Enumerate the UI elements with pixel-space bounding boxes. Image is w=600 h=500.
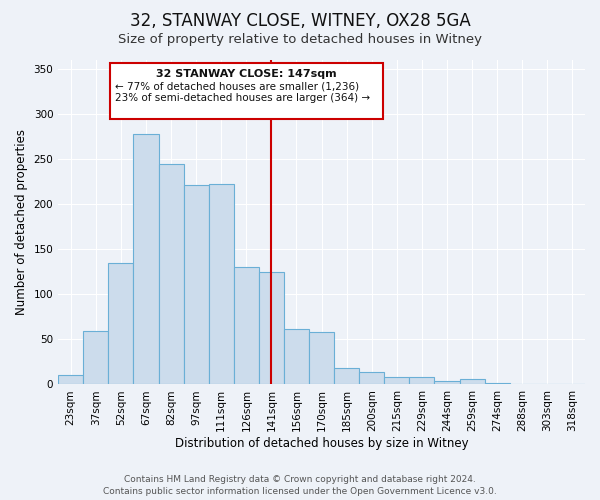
Bar	[83, 332, 109, 384]
Text: Contains HM Land Registry data © Crown copyright and database right 2024.: Contains HM Land Registry data © Crown c…	[124, 475, 476, 484]
Bar	[58, 376, 83, 384]
Bar	[234, 268, 259, 384]
Y-axis label: Number of detached properties: Number of detached properties	[15, 129, 28, 315]
Text: Size of property relative to detached houses in Witney: Size of property relative to detached ho…	[118, 32, 482, 46]
Text: 32, STANWAY CLOSE, WITNEY, OX28 5GA: 32, STANWAY CLOSE, WITNEY, OX28 5GA	[130, 12, 470, 30]
Text: Contains public sector information licensed under the Open Government Licence v3: Contains public sector information licen…	[103, 487, 497, 496]
Bar	[110, 62, 383, 118]
Bar	[309, 332, 334, 384]
X-axis label: Distribution of detached houses by size in Witney: Distribution of detached houses by size …	[175, 437, 469, 450]
Bar	[109, 263, 133, 384]
Bar	[259, 272, 284, 384]
Bar	[434, 381, 460, 384]
Bar	[184, 186, 209, 384]
Text: ← 77% of detached houses are smaller (1,236): ← 77% of detached houses are smaller (1,…	[115, 82, 359, 92]
Text: 23% of semi-detached houses are larger (364) →: 23% of semi-detached houses are larger (…	[115, 94, 370, 104]
Bar	[409, 377, 434, 384]
Bar	[158, 164, 184, 384]
Text: 32 STANWAY CLOSE: 147sqm: 32 STANWAY CLOSE: 147sqm	[156, 69, 337, 79]
Bar	[209, 184, 234, 384]
Bar	[385, 377, 409, 384]
Bar	[460, 379, 485, 384]
Bar	[284, 330, 309, 384]
Bar	[334, 368, 359, 384]
Bar	[359, 372, 385, 384]
Bar	[133, 134, 158, 384]
Bar	[485, 382, 510, 384]
